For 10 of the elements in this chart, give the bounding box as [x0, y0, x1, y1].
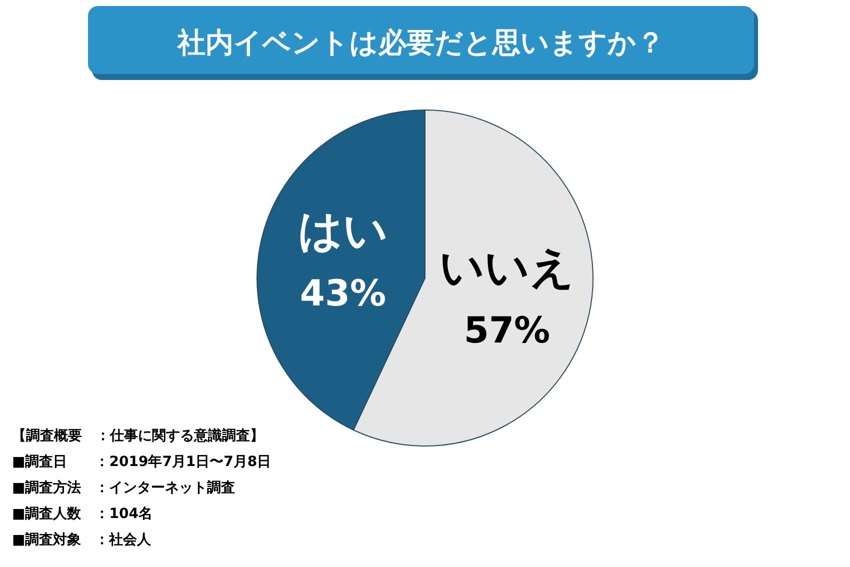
chart-title: 社内イベントは必要だと思いますか？ — [176, 26, 664, 59]
text: ■調査対象 ：社会人 — [12, 531, 152, 548]
text: ■調査方法 ：インターネット調査 — [12, 479, 236, 496]
data-label: 43% — [300, 274, 386, 315]
text: ■調査人数 ：104名 — [12, 505, 152, 522]
text: ■調査日 ：2019年7月1日〜7月8日 — [12, 453, 272, 470]
slice-label: いいえ — [439, 242, 574, 294]
data-label: 57% — [464, 310, 550, 352]
text: 【調査概要 ：仕事に関する意識調査】 — [12, 427, 264, 444]
slice-label: はい — [298, 206, 388, 257]
